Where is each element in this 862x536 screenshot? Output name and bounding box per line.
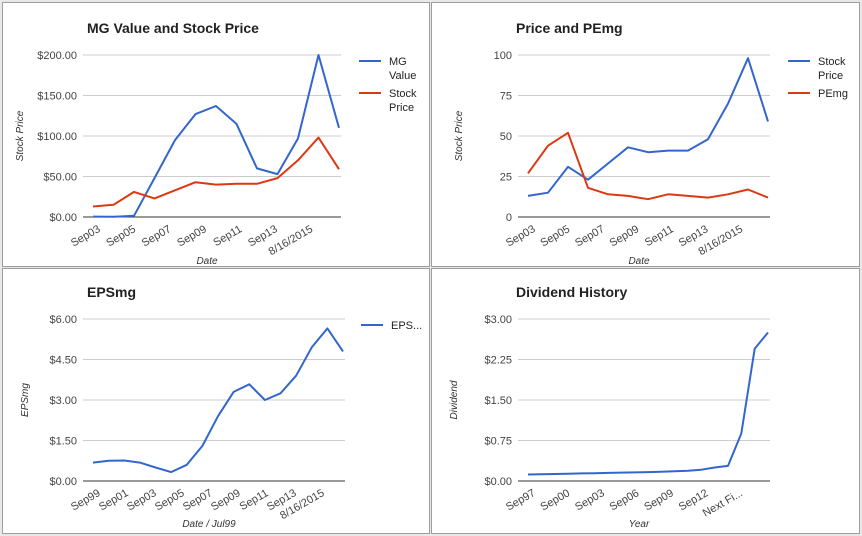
x-tick-label: Sep00 xyxy=(539,487,573,513)
x-tick-label: Sep07 xyxy=(573,223,607,249)
x-tick-label: Sep05 xyxy=(539,223,573,249)
y-tick-label: $200.00 xyxy=(37,50,77,62)
x-tick-label: Sep03 xyxy=(573,487,607,513)
x-tick-label: Sep11 xyxy=(211,223,244,249)
x-tick-label: Sep01 xyxy=(97,487,131,513)
y-tick-label: $0.00 xyxy=(49,212,77,224)
y-tick-label: $6.00 xyxy=(49,314,77,326)
y-tick-label: $0.00 xyxy=(49,476,77,488)
mg-value-stock-price-chart: MG Value and Stock Price $0.00 $50.00 $100.… xyxy=(2,2,430,267)
x-tick-label: Sep09 xyxy=(175,223,209,249)
x-axis-label: Year xyxy=(629,519,650,530)
x-axis-label: Date / Jul99 xyxy=(182,519,236,530)
y-tick-label: $4.50 xyxy=(49,355,77,367)
series-line-1 xyxy=(92,327,344,474)
x-tick-label: Sep03 xyxy=(69,223,103,249)
y-tick-label: 100 xyxy=(494,50,512,62)
y-axis-label: Dividend xyxy=(449,380,460,419)
legend-label: EPS... xyxy=(391,320,422,332)
y-tick-label: $0.75 xyxy=(484,436,512,448)
y-tick-label: 50 xyxy=(500,131,512,143)
chart-svg: MG Value and Stock Price $0.00 $50.00 $100.… xyxy=(15,20,417,267)
y-tick-label: $100.00 xyxy=(37,131,77,143)
dividend-history-chart: Dividend History $0.00 $0.75 $1.50 $2.25 $3.0… xyxy=(431,268,860,534)
chart-svg: Dividend History $0.00 $0.75 $1.50 $2.25 $3.0… xyxy=(449,284,770,530)
x-axis-label: Date xyxy=(628,256,650,267)
chart-title: Dividend History xyxy=(516,284,627,300)
legend-label: MG Value xyxy=(389,56,416,82)
x-tick-label: Next Fi... xyxy=(701,487,745,519)
x-tick-label: Sep09 xyxy=(642,487,676,513)
price-pemg-chart: Price and PEmg 0 25 50 75 100 Sep03 Sep05 Sep07 S… xyxy=(431,2,860,267)
x-tick-label: Sep11 xyxy=(238,487,271,513)
x-tick-label: Sep05 xyxy=(104,223,138,249)
chart-title: EPSmg xyxy=(87,284,136,300)
legend-label: PEmg xyxy=(818,88,848,100)
x-tick-label: Sep09 xyxy=(209,487,243,513)
legend-label: Stock Price xyxy=(818,56,846,82)
x-tick-label: Sep06 xyxy=(608,487,642,513)
x-tick-label: Sep09 xyxy=(608,223,642,249)
y-axis-label: EPSmg xyxy=(20,383,31,417)
y-tick-label: 0 xyxy=(506,212,512,224)
y-tick-label: $3.00 xyxy=(49,395,77,407)
x-tick-label: Sep03 xyxy=(125,487,159,513)
y-tick-label: $1.50 xyxy=(484,395,512,407)
series-line-2 xyxy=(92,136,340,208)
x-axis-label: Date xyxy=(196,256,218,267)
y-tick-label: 25 xyxy=(500,172,512,184)
chart-svg: EPSmg $0.00 $1.50 $3.00 $4.50 $6.00 Sep99Sep01… xyxy=(20,284,422,530)
y-tick-label: $1.50 xyxy=(49,436,77,448)
chart-title: Price and PEmg xyxy=(516,20,623,36)
y-tick-label: $0.00 xyxy=(484,476,512,488)
series-line-1 xyxy=(92,54,340,218)
x-tick-label: Sep97 xyxy=(504,487,538,513)
x-tick-label: Sep99 xyxy=(69,487,103,513)
epsmg-chart: EPSmg $0.00 $1.50 $3.00 $4.50 $6.00 Sep99 Sep01… xyxy=(2,268,430,534)
x-tick-label: Sep07 xyxy=(140,223,174,249)
x-tick-label: Sep05 xyxy=(153,487,187,513)
y-axis-label: Stock Price xyxy=(15,110,26,161)
series-line-2 xyxy=(527,131,769,201)
legend-label: Stock Price xyxy=(389,88,417,114)
y-tick-label: 75 xyxy=(500,91,512,103)
series-line-1 xyxy=(527,331,769,476)
x-tick-label: Sep07 xyxy=(181,487,215,513)
chart-title: MG Value and Stock Price xyxy=(87,20,259,36)
y-axis-label: Stock Price xyxy=(454,110,465,161)
series-line-1 xyxy=(527,57,769,197)
y-tick-label: $3.00 xyxy=(484,314,512,326)
y-tick-label: $50.00 xyxy=(43,172,77,184)
y-tick-label: $150.00 xyxy=(37,91,77,103)
x-tick-label: Sep11 xyxy=(643,223,676,249)
y-tick-label: $2.25 xyxy=(484,355,512,367)
x-tick-label: Sep03 xyxy=(504,223,538,249)
